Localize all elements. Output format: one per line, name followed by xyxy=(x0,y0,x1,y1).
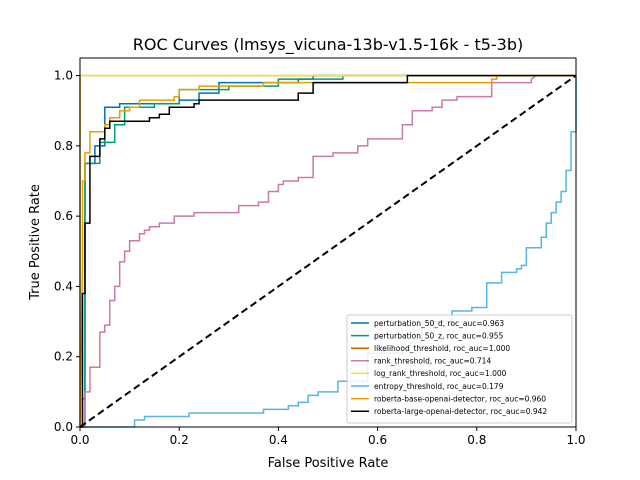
x-tick-label: 0.2 xyxy=(170,433,189,447)
plot-frame xyxy=(79,57,577,428)
legend-label-1: perturbation_50_z, roc_auc=0.955 xyxy=(374,331,504,340)
x-tick-label: 0.6 xyxy=(368,433,387,447)
x-tick-label: 0.4 xyxy=(269,433,288,447)
series-line-3 xyxy=(80,74,576,428)
y-tick-label: 0.6 xyxy=(54,209,73,223)
legend-label-5: entropy_threshold, roc_auc=0.179 xyxy=(374,382,504,391)
y-tick-label: 0.2 xyxy=(54,350,73,364)
chart-title: ROC Curves (lmsys_vicuna-13b-v1.5-16k - … xyxy=(133,35,524,55)
x-tick-label: 0.0 xyxy=(70,433,89,447)
legend-label-3: rank_threshold, roc_auc=0.714 xyxy=(374,357,491,366)
legend-label-6: roberta-base-openai-detector, roc_auc=0.… xyxy=(374,394,546,403)
y-tick-label: 0.4 xyxy=(54,279,73,293)
legend-label-4: log_rank_threshold, roc_auc=1.000 xyxy=(374,369,507,378)
series-line-5 xyxy=(80,75,577,428)
legend-label-0: perturbation_50_d, roc_auc=0.963 xyxy=(374,319,504,328)
x-axis: 0.0 0.2 0.4 0.6 0.8 1.0 xyxy=(70,427,586,447)
y-axis-label: True Positive Rate xyxy=(28,184,43,301)
y-tick-label: 0.8 xyxy=(54,139,73,153)
reference-layer xyxy=(79,74,577,428)
legend-items: perturbation_50_d, roc_auc=0.963 perturba… xyxy=(351,319,547,416)
reference-diagonal-line xyxy=(79,74,577,428)
series-line-7 xyxy=(80,74,576,428)
y-tick-label: 0.0 xyxy=(54,420,73,434)
legend-box xyxy=(346,314,573,424)
y-tick-label: 1.0 xyxy=(54,69,73,83)
x-tick-label: 1.0 xyxy=(566,433,585,447)
x-tick-label: 0.8 xyxy=(467,433,486,447)
legend-label-7: roberta-large-openai-detector, roc_auc=0… xyxy=(374,407,547,416)
x-axis-label: False Positive Rate xyxy=(268,456,389,471)
legend: perturbation_50_d, roc_auc=0.963 perturba… xyxy=(346,314,573,424)
legend-label-2: likelihood_threshold, roc_auc=1.000 xyxy=(374,344,510,353)
y-axis: 0.0 0.2 0.4 0.6 0.8 1.0 xyxy=(54,69,80,434)
